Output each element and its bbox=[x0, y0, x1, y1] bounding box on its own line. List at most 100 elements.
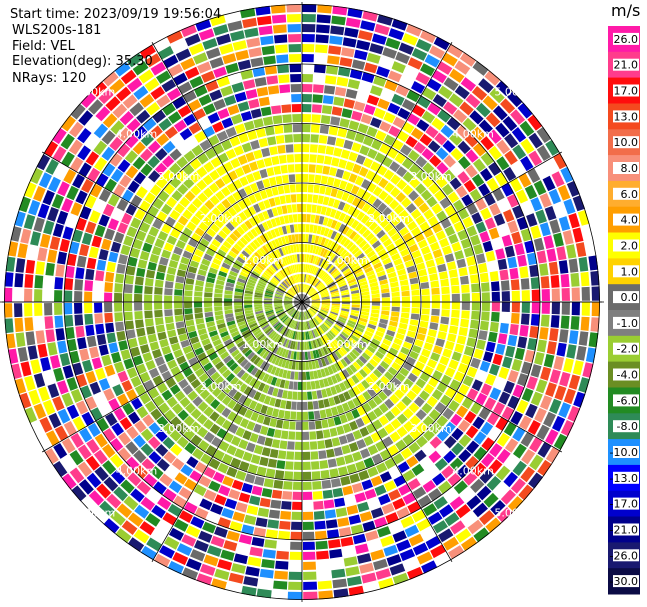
range-gate-cell bbox=[194, 302, 203, 308]
range-gate-cell bbox=[28, 199, 41, 216]
range-gate-cell bbox=[501, 302, 510, 312]
range-gate-cell bbox=[94, 302, 103, 313]
range-gate-cell bbox=[309, 308, 316, 314]
range-gate-cell bbox=[281, 501, 292, 510]
range-gate-cell bbox=[316, 390, 323, 399]
range-gate-cell bbox=[254, 306, 263, 310]
range-gate-cell bbox=[69, 157, 84, 172]
range-gate-cell bbox=[307, 287, 314, 295]
range-gate-cell bbox=[208, 458, 221, 470]
range-gate-cell bbox=[347, 79, 361, 90]
range-gate-cell bbox=[556, 342, 567, 357]
range-gate-cell bbox=[154, 317, 164, 326]
range-gate-cell bbox=[588, 255, 599, 271]
range-gate-cell bbox=[218, 327, 228, 334]
range-gate-cell bbox=[200, 357, 210, 367]
range-gate-cell bbox=[520, 432, 535, 447]
range-gate-cell bbox=[297, 391, 302, 400]
range-gate-cell bbox=[162, 423, 175, 435]
range-gate-cell bbox=[327, 458, 337, 468]
range-gate-cell bbox=[384, 79, 398, 92]
range-gate-cell bbox=[309, 275, 314, 284]
range-gate-cell bbox=[215, 279, 225, 286]
range-gate-cell bbox=[255, 331, 264, 339]
range-gate-cell bbox=[345, 273, 354, 280]
range-gate-cell bbox=[295, 174, 302, 183]
range-gate-cell bbox=[275, 419, 284, 429]
range-gate-cell bbox=[360, 287, 370, 293]
range-gate-cell bbox=[93, 449, 108, 465]
range-gate-cell bbox=[296, 411, 302, 420]
range-gate-cell bbox=[244, 310, 254, 315]
range-gate-cell bbox=[392, 498, 406, 510]
range-gate-cell bbox=[255, 517, 268, 528]
range-gate-cell bbox=[125, 274, 134, 285]
range-gate-cell bbox=[203, 253, 213, 262]
range-gate-cell bbox=[367, 498, 381, 509]
range-gate-cell bbox=[295, 184, 302, 193]
range-gate-cell bbox=[391, 306, 400, 312]
range-gate-cell bbox=[305, 285, 310, 293]
range-gate-cell bbox=[183, 415, 195, 427]
range-gate-cell bbox=[278, 271, 285, 279]
range-gate-cell bbox=[537, 459, 552, 477]
range-gate-cell bbox=[342, 369, 350, 378]
range-gate-cell bbox=[208, 134, 220, 147]
colorbar-tick-label: -21.0 bbox=[610, 524, 638, 537]
range-gate-cell bbox=[126, 426, 139, 440]
range-gate-cell bbox=[266, 312, 275, 318]
range-gate-cell bbox=[294, 274, 298, 283]
range-gate-cell bbox=[331, 305, 340, 308]
range-gate-cell bbox=[458, 449, 472, 463]
range-gate-cell bbox=[281, 104, 292, 113]
range-gate-cell bbox=[409, 319, 419, 326]
range-gate-cell bbox=[179, 361, 190, 371]
range-gate-cell bbox=[24, 375, 36, 391]
range-gate-cell bbox=[136, 363, 147, 375]
range-gate-cell bbox=[339, 382, 347, 392]
range-gate-cell bbox=[365, 376, 375, 386]
range-gate-cell bbox=[441, 309, 450, 317]
range-gate-cell bbox=[225, 282, 235, 288]
range-gate-cell bbox=[275, 308, 284, 312]
range-gate-cell bbox=[312, 350, 317, 359]
colorbar-tick-label: -30.0 bbox=[610, 575, 638, 588]
range-gate-cell bbox=[437, 109, 451, 123]
range-gate-cell bbox=[223, 258, 233, 266]
range-gate-cell bbox=[329, 167, 338, 177]
range-gate-cell bbox=[267, 284, 276, 290]
range-gate-cell bbox=[451, 285, 460, 294]
range-gate-cell bbox=[431, 117, 445, 131]
range-gate-cell bbox=[234, 91, 247, 103]
range-gate-cell bbox=[367, 411, 378, 422]
range-gate-cell bbox=[354, 329, 363, 336]
range-gate-cell bbox=[223, 384, 233, 394]
range-gate-cell bbox=[182, 227, 193, 237]
range-gate-cell bbox=[288, 34, 301, 43]
range-gate-cell bbox=[256, 249, 264, 258]
range-gate-cell bbox=[407, 57, 423, 70]
range-gate-cell bbox=[191, 362, 202, 372]
range-gate-cell bbox=[233, 145, 244, 156]
range-gate-cell bbox=[309, 290, 317, 297]
range-gate-cell bbox=[389, 320, 398, 327]
range-gate-cell bbox=[340, 536, 354, 547]
range-gate-cell bbox=[367, 444, 379, 456]
range-gate-cell bbox=[346, 194, 356, 204]
range-gate-cell bbox=[293, 381, 298, 390]
range-gate-cell bbox=[364, 246, 373, 255]
range-gate-cell bbox=[249, 241, 258, 250]
range-gate-cell bbox=[362, 365, 372, 375]
range-gate-cell bbox=[435, 256, 445, 266]
range-gate-cell bbox=[318, 270, 325, 278]
range-gate-cell bbox=[161, 203, 173, 215]
range-gate-cell bbox=[341, 444, 351, 455]
range-gate-cell bbox=[367, 323, 377, 330]
range-gate-cell bbox=[440, 124, 454, 138]
range-gate-cell bbox=[384, 480, 397, 492]
range-gate-cell bbox=[554, 385, 567, 401]
range-gate-cell bbox=[472, 502, 488, 518]
range-gate-cell bbox=[243, 208, 252, 219]
range-gate-cell bbox=[113, 231, 125, 244]
range-gate-cell bbox=[288, 214, 294, 223]
